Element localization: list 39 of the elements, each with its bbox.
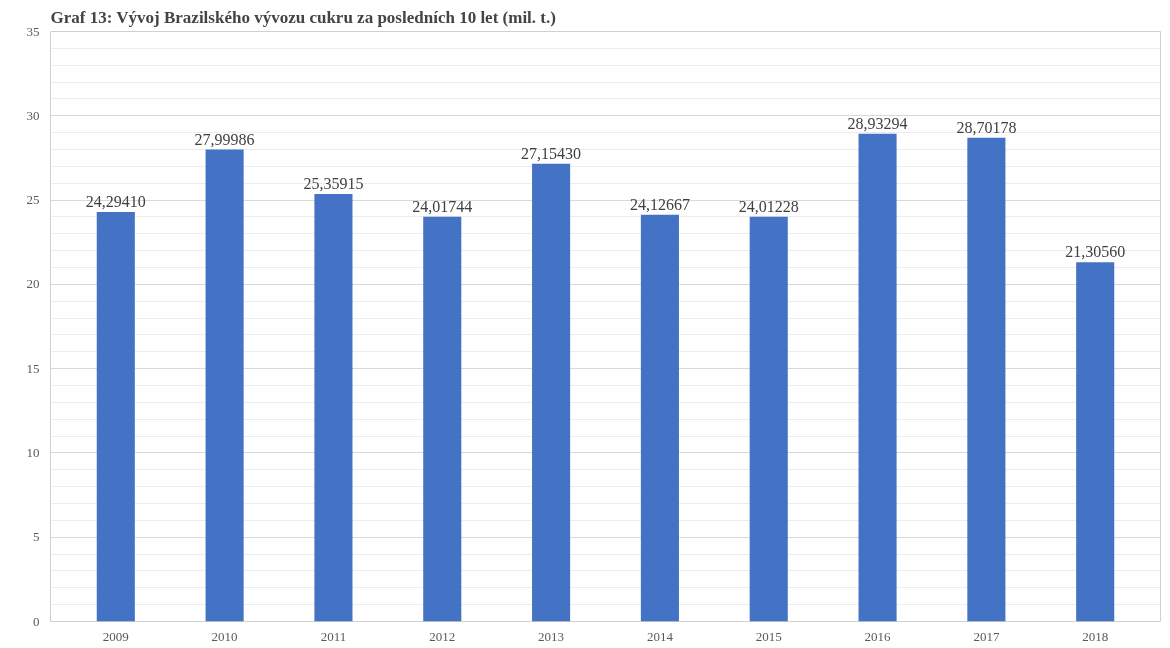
bar — [749, 216, 788, 622]
bar — [1076, 262, 1115, 622]
bar — [858, 133, 897, 622]
data-label: 24,01228 — [738, 197, 799, 215]
chart-title: Graf 13: Vývoj Brazilského vývozu cukru za posledních 10 let (mil. t.) — [50, 7, 556, 27]
x-tick-label: 2009 — [102, 628, 129, 644]
bar — [532, 163, 571, 622]
y-tick-label: 30 — [26, 107, 40, 123]
x-tick-label: 2018 — [1082, 628, 1109, 644]
x-tick-label: 2016 — [864, 628, 892, 644]
x-tick-label: 2017 — [973, 628, 1000, 644]
data-label: 28,93294 — [847, 114, 908, 132]
bar — [96, 211, 135, 622]
y-tick-label: 10 — [26, 444, 40, 460]
data-label: 27,99986 — [194, 130, 255, 148]
y-tick-label: 25 — [26, 192, 40, 208]
x-tick-label: 2011 — [320, 628, 347, 644]
data-label: 27,15430 — [521, 144, 582, 162]
data-label: 24,01744 — [412, 197, 473, 215]
x-tick-label: 2012 — [429, 628, 456, 644]
bar — [423, 216, 462, 622]
x-tick-label: 2010 — [211, 628, 238, 644]
y-tick-label: 20 — [26, 276, 40, 292]
data-label: 24,12667 — [629, 195, 690, 213]
data-label: 21,30560 — [1065, 243, 1126, 261]
x-tick-label: 2014 — [646, 628, 674, 644]
bar — [640, 214, 679, 622]
y-tick-label: 35 — [26, 23, 40, 39]
data-label: 24,29410 — [85, 192, 146, 210]
y-tick-label: 0 — [33, 613, 40, 629]
y-tick-label: 15 — [26, 360, 40, 376]
bar — [314, 194, 353, 622]
bar — [967, 137, 1006, 622]
x-tick-label: 2015 — [755, 628, 782, 644]
bar — [205, 149, 244, 622]
data-label: 28,70178 — [956, 118, 1017, 136]
y-tick-label: 5 — [33, 529, 40, 545]
x-tick-label: 2013 — [538, 628, 565, 644]
data-label: 25,35915 — [303, 175, 364, 193]
